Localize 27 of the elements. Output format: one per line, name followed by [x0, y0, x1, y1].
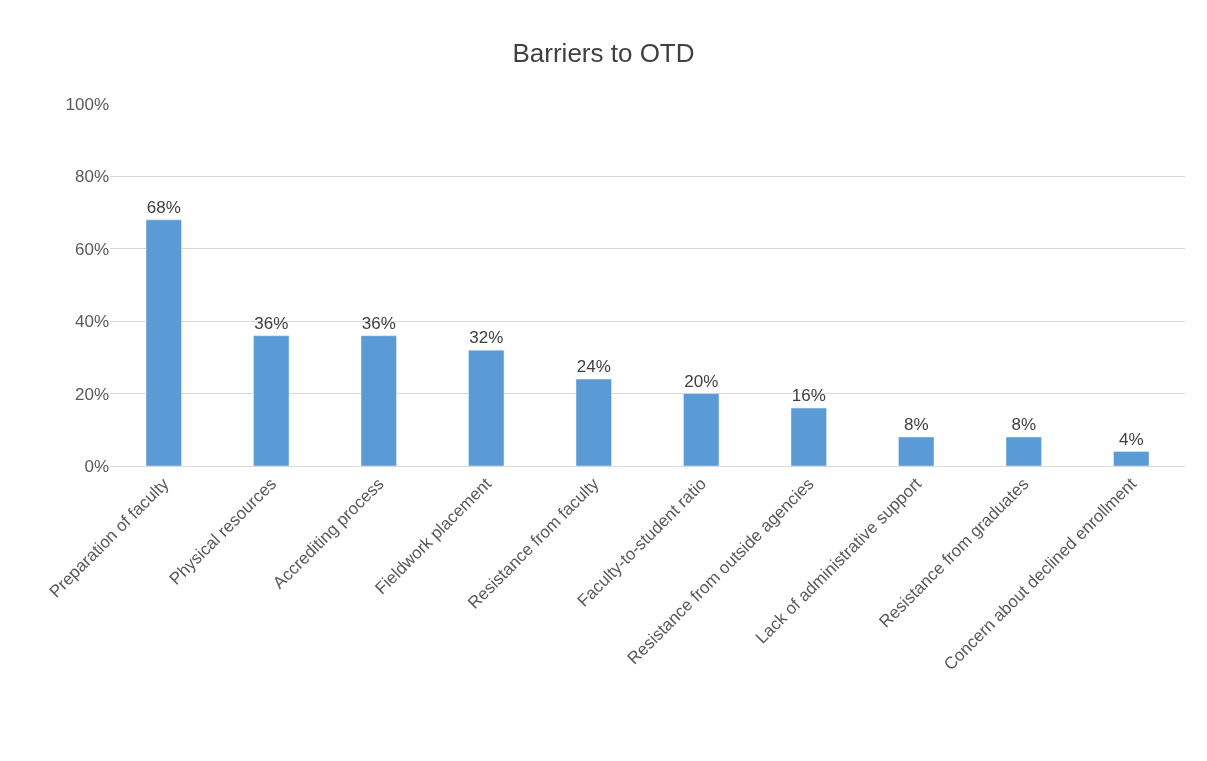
- data-label: 32%: [469, 328, 504, 348]
- bar: [145, 219, 182, 466]
- data-label: 8%: [903, 415, 929, 435]
- data-label: 16%: [791, 386, 826, 406]
- data-label: 20%: [684, 371, 719, 391]
- y-tick-label: 100%: [65, 94, 109, 114]
- bar: [683, 393, 720, 466]
- data-label: 36%: [254, 313, 289, 333]
- bar: [1005, 436, 1042, 466]
- chart-title: Barriers to OTD: [512, 38, 695, 69]
- bar: [1113, 451, 1150, 466]
- bar: [898, 436, 935, 466]
- data-label: 68%: [146, 197, 181, 217]
- data-label: 4%: [1118, 429, 1144, 449]
- bar: [468, 349, 505, 466]
- bar: [575, 378, 612, 466]
- y-tick-label: 20%: [74, 384, 109, 404]
- data-label: 8%: [1011, 415, 1037, 435]
- bar: [253, 335, 290, 466]
- y-tick-label: 0%: [84, 456, 109, 476]
- y-tick-label: 60%: [74, 239, 109, 259]
- y-tick-label: 40%: [74, 312, 109, 332]
- data-label: 36%: [361, 313, 396, 333]
- y-tick-label: 80%: [74, 167, 109, 187]
- data-label: 24%: [576, 357, 611, 377]
- bar: [360, 335, 397, 466]
- bar: [790, 407, 827, 466]
